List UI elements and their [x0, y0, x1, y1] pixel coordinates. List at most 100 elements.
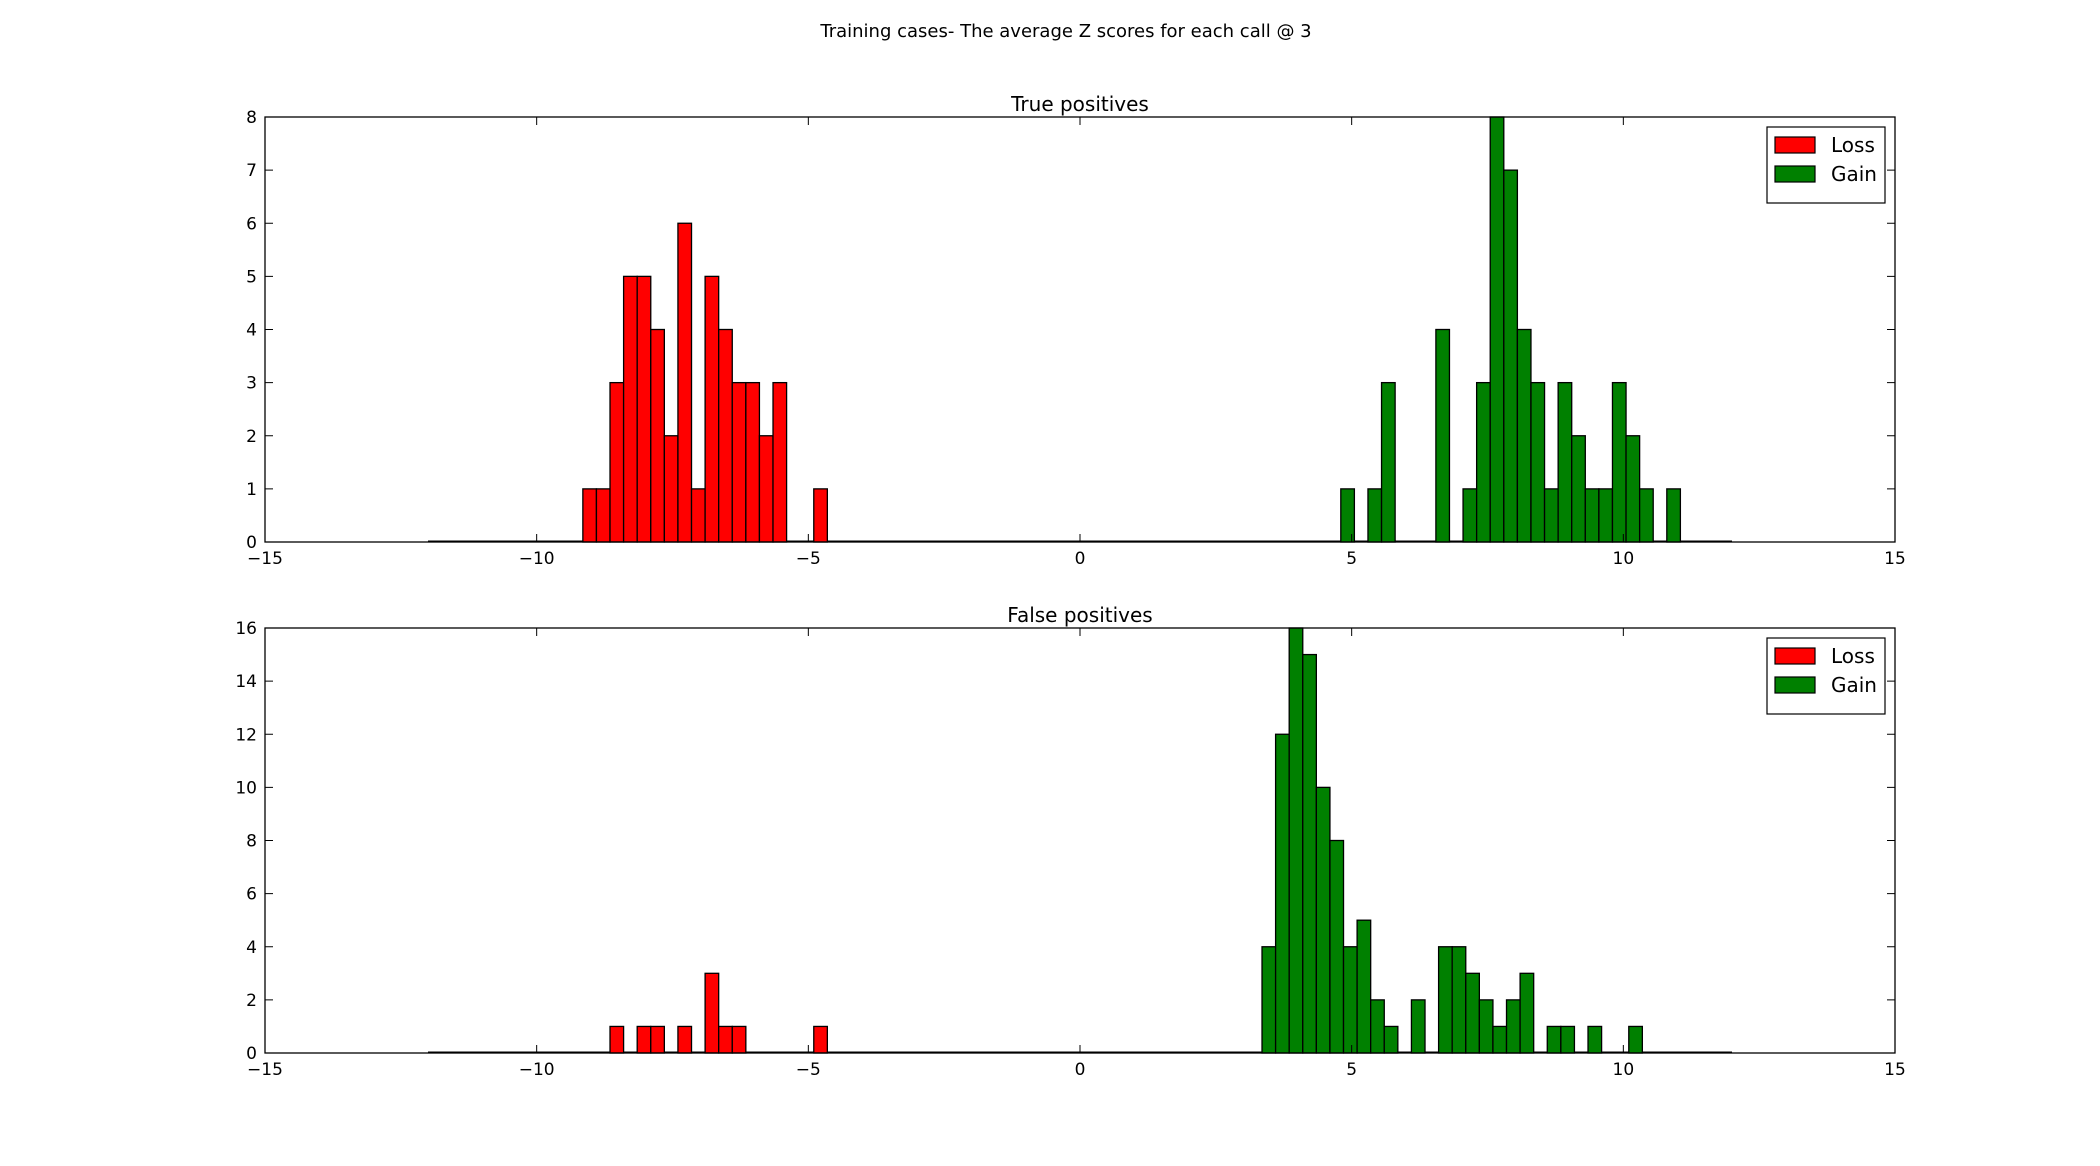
legend-swatch-gain	[1774, 676, 1816, 694]
loss-bar	[650, 1025, 665, 1054]
gain-bar	[1503, 169, 1519, 543]
loss-bar	[663, 435, 679, 543]
x-tick-label: 0	[1075, 1060, 1086, 1080]
loss-bar	[813, 488, 828, 543]
gain-bar	[1315, 786, 1331, 1054]
loss-bar	[772, 381, 788, 543]
gain-bar	[1380, 381, 1396, 543]
gain-bar	[1437, 946, 1453, 1054]
x-tick-label: 5	[1346, 549, 1357, 569]
legend-label-gain: Gain	[1831, 673, 1877, 697]
gain-bar	[1530, 381, 1546, 543]
gain-bar	[1638, 488, 1654, 543]
gain-bar	[1342, 946, 1358, 1054]
y-tick-label: 0	[246, 533, 257, 553]
loss-bar	[704, 275, 720, 543]
x-tick-label: −15	[247, 1060, 283, 1080]
gain-bar	[1367, 488, 1383, 543]
legend-swatch-loss	[1774, 647, 1816, 665]
plot-title: False positives	[1007, 603, 1152, 627]
gain-bar	[1516, 328, 1532, 543]
loss-bar	[636, 275, 652, 543]
gain-bar	[1465, 972, 1481, 1054]
loss-bar	[704, 972, 720, 1054]
legend-swatch-gain	[1774, 165, 1816, 183]
gain-bar	[1410, 999, 1426, 1054]
gain-bar	[1543, 488, 1559, 543]
gain-bar	[1451, 946, 1467, 1054]
loss-bar	[650, 328, 665, 543]
x-tick-label: 10	[1613, 549, 1635, 569]
loss-bar	[622, 275, 638, 543]
gain-bar	[1560, 1025, 1576, 1054]
gain-bar	[1288, 627, 1304, 1054]
gain-bar	[1587, 1025, 1603, 1054]
y-tick-label: 2	[246, 991, 257, 1011]
x-tick-label: 0	[1075, 549, 1086, 569]
gain-bar	[1625, 435, 1641, 543]
loss-bar	[636, 1025, 652, 1054]
gain-bar	[1489, 116, 1505, 543]
gain-bar	[1329, 839, 1345, 1054]
y-tick-label: 8	[246, 108, 257, 128]
loss-bar	[677, 1025, 693, 1054]
gain-bar	[1356, 919, 1372, 1054]
gain-bar	[1370, 999, 1385, 1054]
y-tick-label: 8	[246, 832, 257, 852]
x-tick-label: 10	[1613, 1060, 1635, 1080]
gain-bar	[1584, 488, 1600, 543]
loss-bar	[609, 381, 625, 543]
loss-bar	[582, 488, 598, 543]
gain-bar	[1505, 999, 1521, 1054]
gain-bar	[1598, 488, 1614, 543]
plot-frame	[264, 116, 1896, 543]
x-tick-label: −10	[519, 549, 555, 569]
gain-bar	[1666, 488, 1682, 543]
y-tick-label: 14	[235, 672, 257, 692]
y-tick-label: 1	[246, 480, 257, 500]
y-tick-label: 4	[246, 321, 257, 341]
legend: Loss Gain	[1766, 126, 1886, 204]
y-tick-label: 12	[235, 725, 257, 745]
plot-title: True positives	[1010, 92, 1149, 116]
x-tick-label: 5	[1346, 1060, 1357, 1080]
gain-bar	[1274, 733, 1290, 1054]
loss-bar	[718, 1025, 733, 1054]
loss-bar	[609, 1025, 625, 1054]
gain-bar	[1383, 1025, 1399, 1054]
gain-bar	[1302, 653, 1318, 1054]
gain-bar	[1628, 1025, 1644, 1054]
gain-bar	[1462, 488, 1478, 543]
loss-bar	[813, 1025, 828, 1054]
y-tick-label: 3	[246, 374, 257, 394]
x-tick-label: −10	[519, 1060, 555, 1080]
loss-bar	[718, 328, 733, 543]
y-tick-label: 7	[246, 161, 257, 181]
gain-bar	[1492, 1025, 1508, 1054]
legend: Loss Gain	[1766, 637, 1886, 715]
x-tick-label: 15	[1884, 1060, 1906, 1080]
x-tick-label: −5	[796, 1060, 821, 1080]
gain-bar	[1611, 381, 1627, 543]
gain-bar	[1557, 381, 1573, 543]
legend-label-loss: Loss	[1831, 644, 1875, 668]
legend-swatch-loss	[1774, 136, 1816, 154]
panel-false-positives: False positives −15 −10 −5 0 5 10 15 0 2 4 6 8 10 12 14…	[235, 603, 1905, 1080]
x-tick-label: 15	[1884, 549, 1906, 569]
loss-bar	[731, 381, 747, 543]
gain-bar	[1519, 972, 1535, 1054]
x-tick-label: −5	[796, 549, 821, 569]
y-tick-label: 2	[246, 427, 257, 447]
panel-true-positives: True positives −15 −10 −5 0 5 10 15 0 1 2 3 4 5 6 7 8 Los…	[246, 92, 1906, 569]
legend-label-loss: Loss	[1831, 133, 1875, 157]
loss-bar	[677, 222, 693, 543]
loss-bar	[595, 488, 611, 543]
y-tick-label: 6	[246, 214, 257, 234]
loss-bar	[758, 435, 774, 543]
y-tick-label: 4	[246, 938, 257, 958]
gain-bar	[1571, 435, 1586, 543]
gain-bar	[1435, 328, 1451, 543]
y-tick-label: 0	[246, 1044, 257, 1064]
plot-frame	[264, 627, 1896, 1054]
gain-bar	[1261, 946, 1277, 1054]
